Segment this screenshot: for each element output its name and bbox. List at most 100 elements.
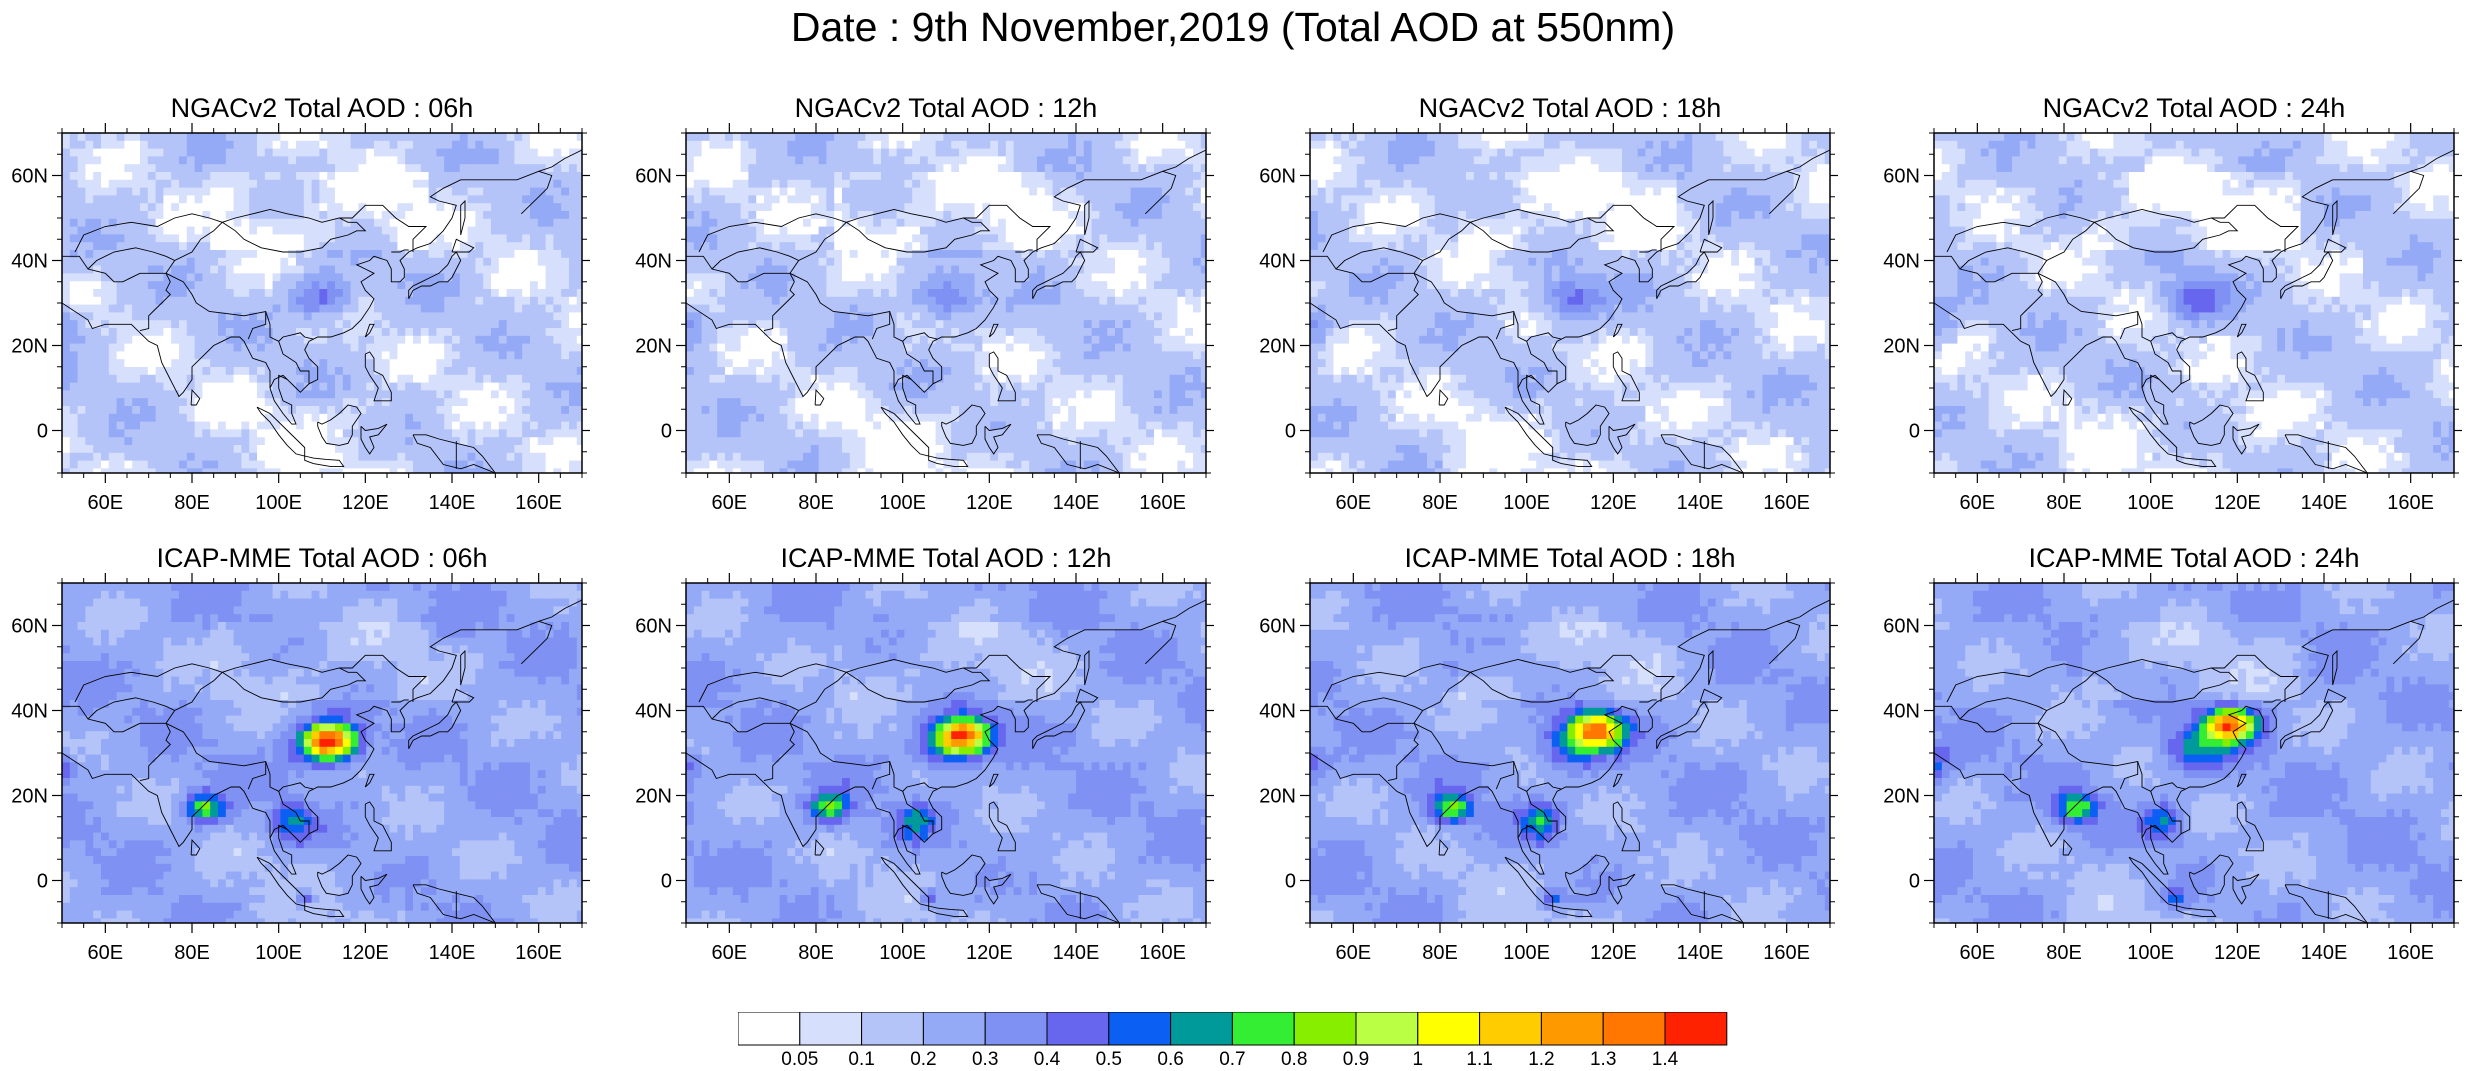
map-panel: ICAP-MME Total AOD : 24h 0 20N 40N 60N 60E 80E… [1872,543,2462,973]
colorbar-label: 0.1 [848,1049,874,1067]
map-plot: 0 20N 40N 60N 60E 80E 100E 120E 140E 160E [1259,123,1838,514]
figure-title: Date : 9th November,2019 (Total AOD at 5… [0,4,2466,51]
lon-tick-label: 160E [515,942,562,964]
lat-tick-label: 40N [635,251,672,273]
panel-title: ICAP-MME Total AOD : 24h [1934,543,2454,574]
map-plot: 0 20N 40N 60N 60E 80E 100E 120E 140E 160E [11,123,590,514]
lon-tick-label: 120E [2214,492,2261,514]
coastlines [1310,599,1830,923]
colorbar-swatch [1231,1012,1295,1046]
colorbar-label: 1 [1413,1049,1424,1067]
panel-title: ICAP-MME Total AOD : 18h [1310,543,1830,574]
lat-tick-label: 40N [11,701,48,723]
lon-tick-label: 100E [2127,492,2174,514]
map-plot: 0 20N 40N 60N 60E 80E 100E 120E 140E 160E [1883,573,2462,964]
lat-tick-label: 20N [11,336,48,358]
map-panel: ICAP-MME Total AOD : 06h 0 20N 40N 60N 60E 80E… [0,543,590,973]
lat-tick-label: 0 [661,421,672,443]
colorbar-swatch [861,1012,924,1046]
lon-tick-label: 60E [1336,492,1372,514]
lat-tick-label: 60N [1883,616,1920,638]
lon-tick-label: 160E [1763,942,1810,964]
colorbar-swatch [922,1012,986,1046]
lat-tick-label: 60N [1883,166,1920,188]
map-plot: 0 20N 40N 60N 60E 80E 100E 120E 140E 160E [11,573,590,964]
lon-tick-label: 60E [1960,492,1996,514]
lon-tick-label: 100E [879,492,926,514]
colorbar-swatch [1355,1012,1419,1046]
lon-tick-label: 60E [1336,942,1372,964]
lon-tick-label: 160E [1763,492,1810,514]
map-plot: 0 20N 40N 60N 60E 80E 100E 120E 140E 160E [1259,573,1838,964]
lon-tick-label: 160E [1139,942,1186,964]
lon-tick-label: 60E [1960,942,1996,964]
colorbar-swatch [1540,1012,1604,1046]
lat-tick-label: 0 [1909,421,1920,443]
aod-field [686,133,1206,473]
aod-field [1310,133,1830,473]
colorbar-swatch [1046,1012,1110,1046]
lat-tick-label: 40N [11,251,48,273]
lon-tick-label: 100E [255,492,302,514]
colorbar-label: 1.3 [1590,1049,1616,1067]
colorbar: 0.05 0.1 0.2 0.3 0.4 0.5 0.6 0.7 0.8 0.9 1 1.1 1.2 1.… [738,1012,1728,1067]
map-plot: 0 20N 40N 60N 60E 80E 100E 120E 140E 160E [635,123,1214,514]
aod-field [1310,583,1830,923]
lon-tick-label: 160E [2387,492,2434,514]
map-panel: ICAP-MME Total AOD : 12h 0 20N 40N 60N 60E 80E… [624,543,1214,973]
lat-tick-label: 0 [37,421,48,443]
colorbar-swatch [984,1012,1048,1046]
map-plot: 0 20N 40N 60N 60E 80E 100E 120E 140E 160E [1883,123,2462,514]
lon-tick-label: 140E [429,942,476,964]
panel-title: NGACv2 Total AOD : 18h [1310,93,1830,124]
colorbar-swatch [1602,1012,1666,1046]
map-panel: ICAP-MME Total AOD : 18h 0 20N 40N 60N 60E 80E… [1248,543,1838,973]
lat-tick-label: 20N [1883,786,1920,808]
lat-tick-label: 0 [1285,421,1296,443]
coastlines [686,599,1206,923]
coastlines [1934,599,2454,923]
lat-tick-label: 0 [661,871,672,893]
lon-tick-label: 60E [88,942,124,964]
lon-tick-label: 120E [342,492,389,514]
colorbar-swatch [738,1012,801,1046]
colorbar-swatch [1293,1012,1357,1046]
colorbar-label: 0.4 [1034,1049,1061,1067]
aod-field [62,133,582,473]
aod-field [1934,133,2454,473]
lat-tick-label: 20N [1259,786,1296,808]
colorbar-swatch [1664,1012,1728,1046]
map-panel: NGACv2 Total AOD : 12h 0 20N 40N 60N 60E 80E 10… [624,93,1214,523]
lon-tick-label: 100E [2127,942,2174,964]
lon-tick-label: 100E [255,942,302,964]
colorbar-label: 0.9 [1343,1049,1369,1067]
colorbar-label: 0.3 [972,1049,998,1067]
lon-tick-label: 120E [342,942,389,964]
lon-tick-label: 120E [2214,942,2261,964]
lon-tick-label: 60E [712,942,748,964]
colorbar-label: 0.5 [1096,1049,1122,1067]
lon-tick-label: 140E [1677,492,1724,514]
lon-tick-label: 160E [1139,492,1186,514]
lat-tick-label: 20N [11,786,48,808]
colorbar-swatch [799,1012,863,1046]
lon-tick-label: 80E [174,492,210,514]
lat-tick-label: 20N [1883,336,1920,358]
panel-title: NGACv2 Total AOD : 24h [1934,93,2454,124]
colorbar-label: 0.7 [1219,1049,1245,1067]
lon-tick-label: 100E [1503,942,1550,964]
colorbar-label: 1.4 [1652,1049,1679,1067]
lon-tick-label: 120E [966,492,1013,514]
lat-tick-label: 20N [635,336,672,358]
lon-tick-label: 160E [2387,942,2434,964]
lat-tick-label: 60N [1259,166,1296,188]
lat-tick-label: 40N [1883,701,1920,723]
lat-tick-label: 40N [635,701,672,723]
lon-tick-label: 140E [2301,942,2348,964]
lon-tick-label: 80E [798,492,834,514]
panel-title: ICAP-MME Total AOD : 12h [686,543,1206,574]
coastlines [686,149,1206,473]
lon-tick-label: 120E [1590,492,1637,514]
colorbar-label: 1.1 [1466,1049,1492,1067]
lon-tick-label: 140E [429,492,476,514]
